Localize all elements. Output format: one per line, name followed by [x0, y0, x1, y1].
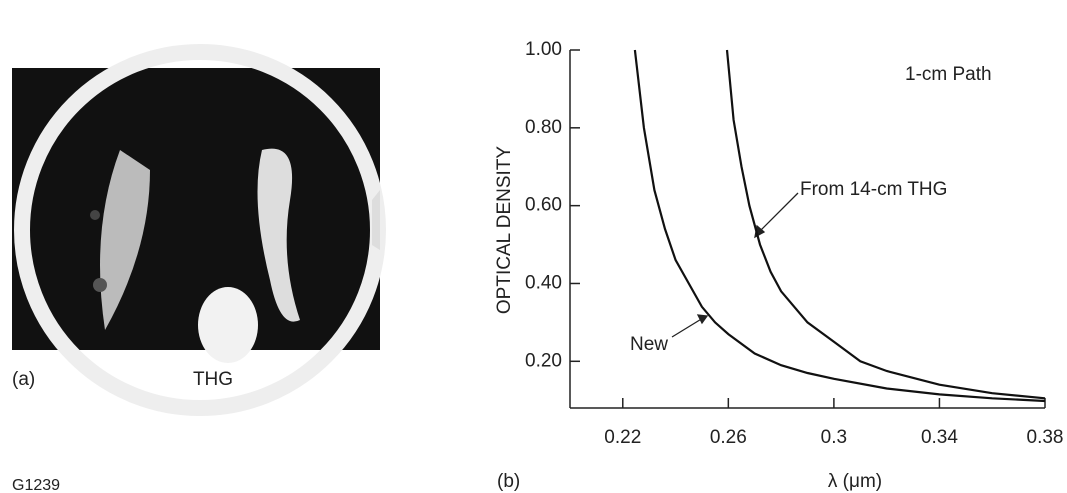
x-axis-label: λ (μm): [828, 471, 882, 492]
y-tick-label: 0.60: [525, 195, 562, 216]
y-axis-label: OPTICAL DENSITY: [494, 146, 515, 315]
annotation: 1-cm Path: [905, 64, 992, 85]
annotation: New: [630, 334, 668, 355]
x-tick-label: 0.22: [604, 427, 641, 448]
y-tick-label: 0.20: [525, 350, 562, 371]
x-tick-label: 0.3: [821, 427, 847, 448]
photo: [12, 44, 386, 416]
figure-id: G1239: [12, 477, 60, 493]
arrows: [671, 192, 799, 338]
x-tick-label: 0.34: [921, 427, 958, 448]
data-line: [725, 49, 1046, 400]
x-tick-label: 0.26: [710, 427, 747, 448]
y-tick-label: 1.00: [525, 39, 562, 60]
annotation: From 14-cm THG: [800, 179, 947, 200]
y-tick-label: 0.40: [525, 272, 562, 293]
panel-label: (a): [12, 369, 35, 390]
photo-caption: THG: [193, 369, 233, 390]
x-tick-label: 0.38: [1027, 427, 1064, 448]
panel-label: (b): [497, 471, 520, 492]
data-line: [633, 49, 1046, 403]
y-tick-label: 0.80: [525, 117, 562, 138]
